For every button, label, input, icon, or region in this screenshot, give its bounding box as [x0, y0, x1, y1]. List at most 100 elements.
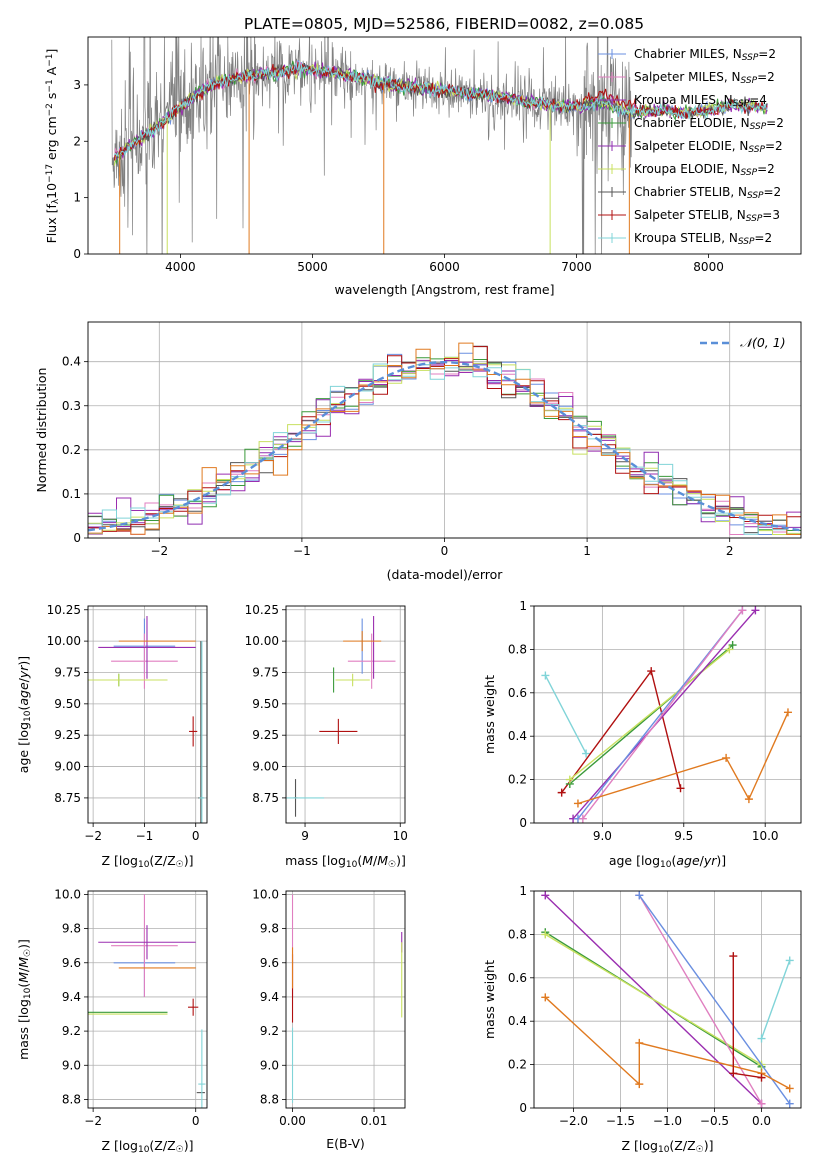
label-part: )]	[716, 853, 726, 868]
mass_vs_Z-axes: −2 0 8.8 9.0 9.2 9.4 9.6 9.8 10.0	[54, 887, 207, 1128]
label-part: age [log	[609, 853, 660, 868]
label-part: age [log	[16, 722, 31, 773]
label-part: (	[357, 853, 362, 868]
legend-value: =2	[766, 116, 784, 130]
residual-histogram	[88, 363, 801, 535]
y-tick-label: 9.4	[260, 990, 279, 1004]
weight-line	[572, 609, 756, 820]
weight-marker	[676, 784, 685, 793]
weight-marker	[785, 956, 794, 965]
y-tick-label: 10.0	[54, 887, 81, 901]
spectrum-xlabel: wavelength [Angstrom, rest frame]	[334, 282, 554, 297]
weight-marker	[573, 799, 582, 808]
y-tick-label: 9.0	[62, 1058, 81, 1072]
y-tick-label: 8.8	[260, 1092, 279, 1106]
y-tick-label: 0.4	[508, 1014, 527, 1028]
label-part: −1	[45, 54, 55, 67]
legend-subscript: SSP	[742, 53, 759, 63]
age_vs_mass-xlabel-text: mass [log10(M/M☉)]	[285, 853, 406, 870]
weight-marker	[728, 641, 737, 650]
weight_vs_Z-xlabel: Z [log10(Z/Z☉)]	[622, 1138, 714, 1155]
weight-marker	[729, 952, 738, 961]
weight-line	[569, 648, 730, 781]
label-part: (	[16, 983, 31, 988]
legend-value: =3	[762, 208, 780, 222]
mass_vs_Z-ylabel-text: mass [log10(M/M☉)]	[16, 939, 33, 1060]
label-part: /	[373, 853, 378, 868]
residuals-frame	[87, 321, 802, 539]
legend-subscript: SSP	[746, 214, 763, 224]
age_vs_Z-xlabel-text: Z [log10(Z/Z☉)]	[102, 853, 194, 870]
x-tick-label: 6000	[429, 260, 460, 274]
observed-spectrum	[111, 37, 633, 254]
legend-name: Chabrier STELIB, N	[634, 185, 747, 199]
y-tick-label: 3	[73, 78, 81, 92]
x-tick-label: −1.0	[653, 1114, 682, 1128]
residual-histogram	[88, 342, 801, 535]
x-tick-label: −1	[136, 829, 154, 843]
legend-subscript: SSP	[747, 191, 764, 201]
legend-name: Chabrier ELODIE, N	[634, 116, 750, 130]
x-tick-label: 2	[726, 544, 734, 558]
y-tick-label: 1	[519, 884, 527, 898]
legend-label: Chabrier MILES, NSSP=2	[634, 47, 776, 63]
y-tick-label: 9.00	[252, 760, 279, 774]
x-tick-label: 0	[192, 1114, 200, 1128]
legend-label: Kroupa MILES, NSSP=4	[634, 93, 767, 109]
label-part: Z [log	[102, 853, 138, 868]
label-part: erg cm	[44, 116, 59, 164]
legend-name: Salpeter MILES, N	[634, 70, 741, 84]
spectrum-ylabel: Flux [fλ10−17 erg cm−2 s−1 A−1]	[44, 49, 61, 244]
weight_vs_Z-axes: −2.0 −1.5 −1.0 −0.5 0.0 0 0.2 0.4 0.6 0.8 1	[508, 884, 801, 1128]
legend-subscript: SSP	[738, 237, 755, 247]
weight_vs_age-ylabel: mass weight	[482, 675, 497, 754]
y-tick-label: 0.2	[508, 773, 527, 787]
label-part: age	[676, 853, 700, 868]
y-tick-label: 9.50	[252, 697, 279, 711]
legend-label: Chabrier ELODIE, NSSP=2	[634, 116, 784, 132]
x-tick-label: −2	[84, 1114, 102, 1128]
legend-value: =2	[757, 70, 775, 84]
label-part: yr	[703, 853, 717, 868]
x-tick-label: 8000	[693, 260, 724, 274]
y-tick-label: 0.4	[62, 355, 81, 369]
spectrum-lines	[111, 37, 768, 254]
legend-label: Kroupa ELODIE, NSSP=2	[634, 162, 775, 178]
age_vs_Z-ylabel-text: age [log10(age/yr)]	[16, 656, 33, 773]
x-tick-label: 10.0	[752, 829, 779, 843]
spectrum-frame	[87, 36, 802, 255]
x-tick-label: 0.0	[752, 1114, 771, 1128]
weight-line	[577, 712, 789, 805]
age_vs_mass-xlabel: mass [log10(M/M☉)]	[285, 853, 406, 870]
weight-marker	[565, 775, 574, 784]
y-tick-label: 9.25	[252, 728, 279, 742]
weight-marker	[722, 753, 731, 762]
y-tick-label: 9.75	[252, 665, 279, 679]
mass_vs_Z-ylabel: mass [log10(M/M☉)]	[16, 939, 33, 1060]
label-part: 10	[660, 860, 672, 870]
legend-label: Salpeter MILES, NSSP=2	[634, 70, 775, 86]
x-tick-label: −2	[84, 829, 102, 843]
y-tick-label: 9.75	[54, 665, 81, 679]
x-tick-label: 5000	[297, 260, 328, 274]
label-part: ]	[44, 49, 59, 54]
y-tick-label: 9.6	[62, 956, 81, 970]
residuals-axes: −2 −1 0 1 2 0 0.1 0.2 0.3 0.4	[62, 322, 801, 558]
y-tick-label: 8.8	[62, 1092, 81, 1106]
y-tick-label: 9.2	[62, 1024, 81, 1038]
legend-subscript: SSP	[748, 145, 765, 155]
weight-marker	[783, 708, 792, 717]
age_vs_mass-frame	[285, 605, 406, 824]
y-tick-label: 10.0	[252, 887, 279, 901]
model-fit	[113, 61, 768, 158]
label-part: 10	[346, 860, 358, 870]
weight-marker	[738, 606, 747, 615]
legend-value: =2	[757, 162, 775, 176]
y-tick-label: 1	[519, 599, 527, 613]
label-part: /	[16, 967, 31, 972]
y-tick-label: 0	[73, 531, 81, 545]
weight-marker	[635, 1080, 644, 1089]
normal-curve	[88, 360, 801, 532]
legend-label: Salpeter STELIB, NSSP=3	[634, 208, 780, 224]
error-point	[111, 894, 178, 997]
